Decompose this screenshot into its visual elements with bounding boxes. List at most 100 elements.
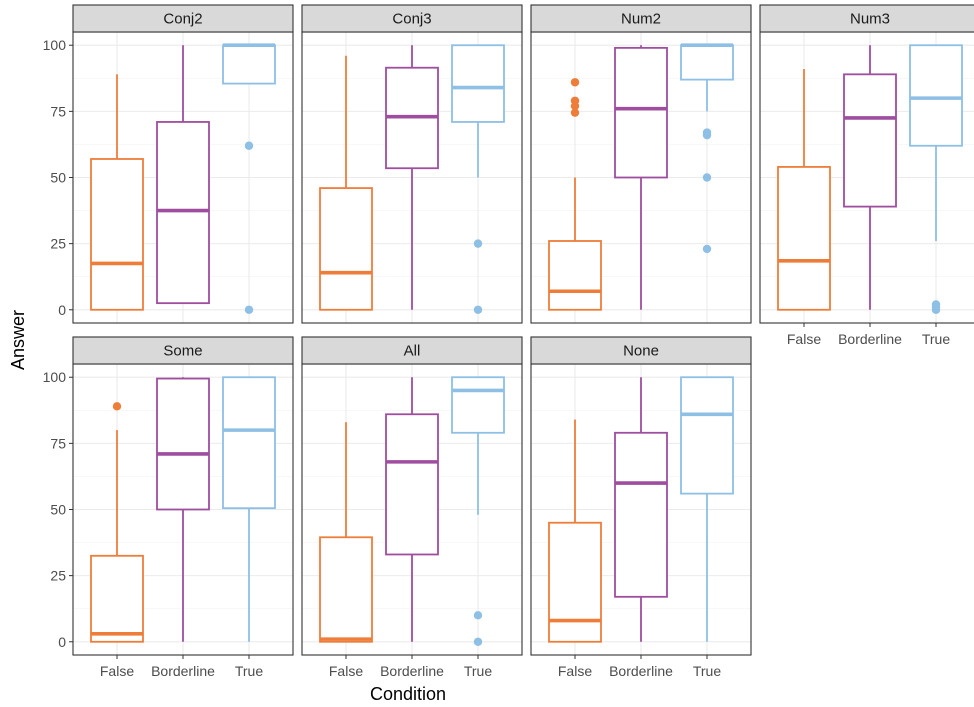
facet-strip-label: Conj2 — [163, 11, 202, 28]
box-iqr — [548, 521, 602, 643]
panel-conj3: Conj3 — [301, 4, 523, 324]
x-tick-label: False — [100, 663, 134, 679]
box-iqr — [90, 554, 144, 643]
panel-all: All False Borderline True — [301, 336, 523, 679]
boxplot-borderline — [385, 377, 439, 642]
boxplot-true — [222, 43, 276, 314]
y-tick-label: 75 — [50, 103, 66, 119]
y-tick-label: 50 — [50, 170, 66, 186]
y-tick-label: 25 — [50, 568, 66, 584]
box-iqr — [614, 431, 668, 598]
outlier-point — [570, 78, 580, 87]
boxplot-true — [680, 43, 734, 254]
boxplot-true — [451, 376, 505, 646]
x-tick-label: Borderline — [380, 663, 444, 679]
x-tick-label: Borderline — [609, 663, 673, 679]
outlier-point — [570, 108, 580, 117]
outlier-point — [702, 173, 712, 182]
y-tick-label: 50 — [50, 502, 66, 518]
boxplot-false — [548, 419, 602, 643]
boxplot-borderline — [843, 45, 897, 310]
y-tick-label: 0 — [58, 302, 66, 318]
outlier-point — [473, 611, 483, 620]
y-axis-title: Answer — [8, 310, 28, 370]
boxplot-false — [777, 69, 831, 311]
box-iqr — [319, 187, 373, 311]
box-iqr — [680, 376, 734, 495]
box-iqr — [680, 44, 734, 81]
box-iqr — [843, 73, 897, 208]
facet-strip — [72, 336, 294, 365]
outlier-point — [473, 305, 483, 314]
panels-layer: Conj2 0 25 50 75 100 Conj3 Num2 Num3 False Borderl… — [43, 4, 974, 679]
x-tick-label: True — [464, 663, 492, 679]
panel-none: None False Borderline True — [530, 336, 752, 679]
box-iqr — [90, 158, 144, 311]
box-iqr — [548, 240, 602, 311]
facet-strip-label: None — [623, 343, 659, 360]
boxplot-false — [548, 78, 602, 311]
x-tick-label: Borderline — [151, 663, 215, 679]
facet-strip — [759, 4, 974, 33]
panel-conj2: Conj2 0 25 50 75 100 — [43, 4, 294, 324]
panel-some: Some 0 25 50 75 100 False Borderline True — [43, 336, 294, 679]
facet-strip-label: Conj3 — [392, 11, 431, 28]
box-iqr — [319, 536, 373, 643]
box-iqr — [451, 376, 505, 434]
facet-strip-label: Num2 — [621, 11, 661, 28]
box-iqr — [222, 376, 276, 510]
box-iqr — [614, 46, 668, 179]
outlier-point — [244, 141, 254, 150]
x-axis-title: Condition — [370, 684, 446, 704]
box-iqr — [909, 44, 963, 147]
x-tick-label: True — [693, 663, 721, 679]
outlier-point — [112, 402, 122, 411]
x-tick-label: Borderline — [838, 331, 902, 347]
x-tick-label: False — [558, 663, 592, 679]
x-tick-label: True — [235, 663, 263, 679]
panel-num2: Num2 — [530, 4, 752, 324]
panel-num3: Num3 False Borderline True — [759, 4, 974, 347]
y-tick-label: 100 — [43, 37, 67, 53]
facet-strip — [301, 336, 523, 365]
boxplot-true — [680, 376, 734, 642]
facet-strip — [72, 4, 294, 33]
facet-strip — [530, 4, 752, 33]
boxplot-borderline — [156, 377, 210, 642]
outlier-point — [473, 239, 483, 248]
facet-strip-label: Num3 — [850, 11, 890, 28]
x-tick-label: False — [329, 663, 363, 679]
x-tick-label: True — [922, 331, 950, 347]
outlier-point — [702, 244, 712, 254]
outlier-point — [473, 637, 483, 646]
box-iqr — [777, 166, 831, 311]
y-tick-label: 100 — [43, 369, 67, 385]
y-tick-label: 25 — [50, 236, 66, 252]
box-iqr — [156, 121, 210, 305]
boxplot-false — [90, 402, 144, 643]
boxplot-true — [451, 44, 505, 314]
boxplot-false — [319, 55, 373, 311]
y-tick-label: 75 — [50, 435, 66, 451]
box-iqr — [156, 377, 210, 511]
boxplot-true — [909, 44, 963, 314]
outlier-point — [570, 101, 580, 111]
x-tick-label: False — [787, 331, 821, 347]
facet-strip-label: Some — [163, 343, 202, 360]
boxplot-false — [319, 422, 373, 643]
facet-strip — [530, 336, 752, 365]
boxplot-borderline — [614, 45, 668, 310]
box-iqr — [385, 413, 439, 556]
y-tick-label: 0 — [58, 634, 66, 650]
box-iqr — [451, 44, 505, 123]
box-iqr — [222, 44, 276, 85]
boxplot-true — [222, 376, 276, 642]
facet-strip-label: All — [404, 343, 421, 360]
outlier-point — [931, 305, 941, 314]
facet-strip — [301, 4, 523, 33]
boxplot-false — [90, 74, 144, 311]
boxplot-borderline — [385, 45, 439, 310]
outlier-point — [702, 130, 712, 140]
boxplot-borderline — [614, 377, 668, 642]
